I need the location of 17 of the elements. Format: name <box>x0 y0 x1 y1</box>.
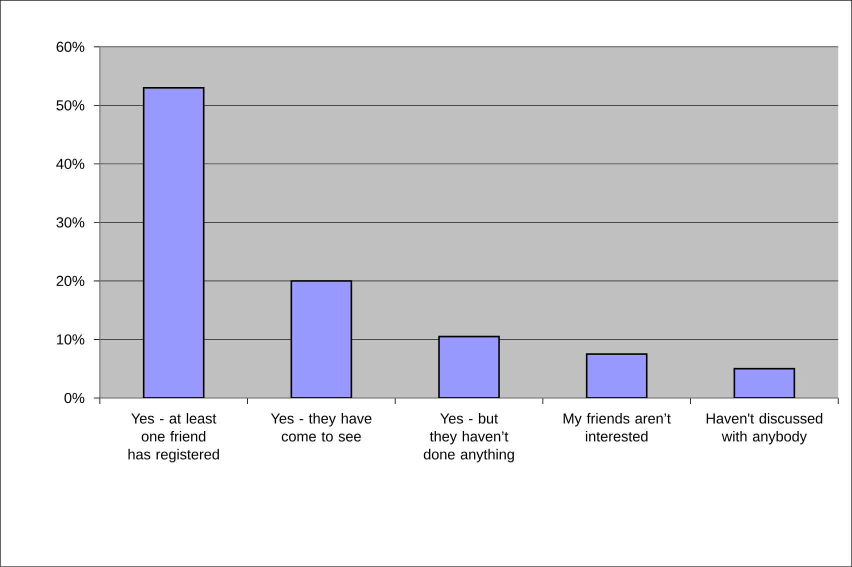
x-tick-label: My friends aren’t interested <box>564 413 671 442</box>
x-tick-label: Yes - they have come to see <box>270 413 372 442</box>
bar <box>142 87 204 398</box>
bar <box>438 336 500 398</box>
bar <box>586 353 648 398</box>
y-tick-label: 20% <box>56 276 84 286</box>
y-tick-label: 60% <box>56 42 84 52</box>
bar <box>734 368 796 398</box>
y-tick-label: 50% <box>56 100 84 111</box>
bar <box>290 280 352 398</box>
y-tick-label: 10% <box>56 334 84 345</box>
y-tick-label: 0% <box>64 392 84 404</box>
x-tick-label: Haven't discussed with anybody <box>706 413 822 444</box>
x-tick-label: Yes - at least one friend has registered <box>128 413 219 462</box>
x-tick-label: Yes - but they haven’t done anything <box>424 413 514 462</box>
y-tick-label: 30% <box>56 217 84 228</box>
y-tick-label: 40% <box>56 158 84 170</box>
